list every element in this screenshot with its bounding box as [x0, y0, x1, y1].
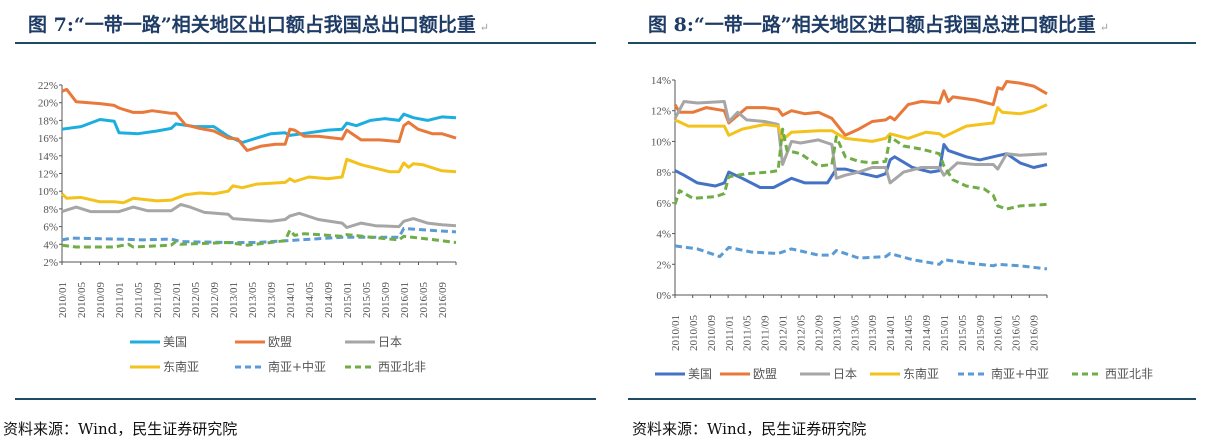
y-tick-label: 8%: [43, 204, 58, 216]
legend-label: 欧盟: [268, 335, 292, 349]
legend-label: 东南亚: [903, 366, 939, 381]
y-tick-label: 0%: [656, 290, 671, 302]
y-tick-label: 4%: [656, 229, 671, 241]
right-chart-title: 图 8:“一带一路”相关地区进口额占我国总进口额比重 ↵: [648, 14, 1109, 36]
y-tick-label: 6%: [656, 198, 671, 210]
x-tick-label: 2011/09: [152, 282, 164, 318]
x-tick-label: 2015/05: [361, 281, 373, 318]
x-tick-label: 2016/01: [993, 315, 1005, 351]
x-tick-label: 2011/09: [760, 315, 772, 351]
y-tick-label: 8%: [656, 167, 671, 179]
series-line-3: [60, 157, 457, 205]
x-tick-label: 2014/09: [921, 314, 933, 351]
x-tick-label: 2010/09: [95, 281, 107, 318]
x-tick-label: 2012/01: [171, 282, 183, 318]
y-tick-label: 4%: [43, 239, 58, 251]
series-line-4: [674, 244, 1048, 271]
x-tick-label: 2013/05: [849, 314, 861, 351]
y-tick-label: 2%: [43, 257, 58, 269]
x-tick-label: 2015/09: [380, 281, 392, 318]
x-tick-label: 2016/05: [418, 281, 430, 318]
x-tick-label: 2011/01: [724, 315, 736, 351]
x-tick-label: 2012/01: [778, 315, 790, 351]
x-tick-label: 2015/05: [957, 314, 969, 351]
x-tick-label: 2014/05: [304, 281, 316, 318]
series-line-0: [61, 112, 457, 144]
x-tick-label: 2014/09: [323, 281, 335, 318]
y-tick-label: 18%: [38, 115, 58, 127]
y-tick-label: 10%: [651, 136, 671, 148]
x-tick-label: 2012/05: [795, 314, 807, 351]
y-tick-label: 2%: [656, 259, 671, 271]
legend-label: 美国: [163, 335, 187, 349]
x-tick-label: 2013/05: [247, 281, 259, 318]
series-line-2: [673, 100, 1048, 185]
x-tick-label: 2010/05: [76, 281, 88, 318]
x-tick-label: 2011/05: [133, 282, 145, 318]
x-tick-label: 2014/01: [285, 282, 297, 318]
legend-label: 欧盟: [753, 367, 777, 381]
legend-label: 日本: [378, 335, 402, 349]
x-tick-label: 2010/01: [57, 282, 69, 318]
x-tick-label: 2014/05: [903, 314, 915, 351]
x-tick-label: 2010/01: [670, 315, 682, 351]
y-tick-label: 16%: [38, 133, 58, 145]
legend-label: 西亚北非: [1105, 367, 1153, 381]
series-line-1: [61, 87, 457, 152]
left-title-rule: [15, 42, 596, 44]
x-tick-label: 2010/09: [706, 314, 718, 351]
x-tick-label: 2015/09: [975, 314, 987, 351]
series-line-4: [61, 226, 457, 244]
x-tick-label: 2015/01: [939, 315, 951, 351]
x-tick-label: 2012/09: [813, 314, 825, 351]
legend-label: 日本: [833, 367, 857, 381]
legend-label: 南亚+中亚: [991, 366, 1049, 381]
x-tick-label: 2016/01: [399, 282, 411, 318]
x-tick-label: 2013/09: [867, 314, 879, 351]
series-line-1: [673, 80, 1048, 137]
x-tick-label: 2013/01: [228, 282, 240, 318]
left-chart-title: 图 7:“一带一路”相关地区出口额占我国总出口额比重 ↵: [28, 14, 489, 36]
legend-label: 美国: [688, 367, 712, 381]
y-tick-label: 12%: [38, 169, 58, 181]
right-title-rule: [628, 42, 1196, 44]
y-tick-label: 14%: [38, 151, 58, 163]
series-line-5: [61, 228, 457, 249]
right-source: 资料来源：Wind，民生证券研究院: [632, 420, 867, 438]
legend-label: 西亚北非: [378, 360, 426, 374]
x-tick-label: 2011/01: [114, 282, 126, 318]
legend-label: 东南亚: [163, 359, 199, 374]
y-tick-label: 20%: [38, 98, 58, 110]
x-tick-label: 2015/01: [342, 282, 354, 318]
x-tick-label: 2016/05: [1011, 314, 1023, 351]
legend-label: 南亚+中亚: [268, 359, 326, 374]
y-tick-label: 6%: [43, 222, 58, 234]
x-tick-label: 2012/09: [209, 281, 221, 318]
series-line-0: [674, 143, 1048, 189]
right-bottom-rule: [628, 398, 1196, 400]
x-tick-label: 2010/05: [688, 314, 700, 351]
x-tick-label: 2016/09: [437, 281, 449, 318]
x-tick-label: 2011/05: [742, 315, 754, 351]
left-source: 资料来源：Wind，民生证券研究院: [3, 420, 238, 438]
x-tick-label: 2013/09: [266, 281, 278, 318]
x-tick-label: 2014/01: [885, 315, 897, 351]
x-tick-label: 2016/09: [1029, 314, 1041, 351]
y-tick-label: 10%: [38, 186, 58, 198]
x-tick-label: 2013/01: [831, 315, 843, 351]
y-tick-label: 14%: [651, 75, 671, 87]
y-tick-label: 22%: [38, 80, 58, 92]
series-line-3: [674, 103, 1048, 143]
x-tick-label: 2012/05: [190, 281, 202, 318]
series-line-5: [673, 127, 1048, 211]
series-line-2: [61, 203, 457, 229]
left-bottom-rule: [15, 398, 596, 400]
y-tick-label: 12%: [651, 106, 671, 118]
